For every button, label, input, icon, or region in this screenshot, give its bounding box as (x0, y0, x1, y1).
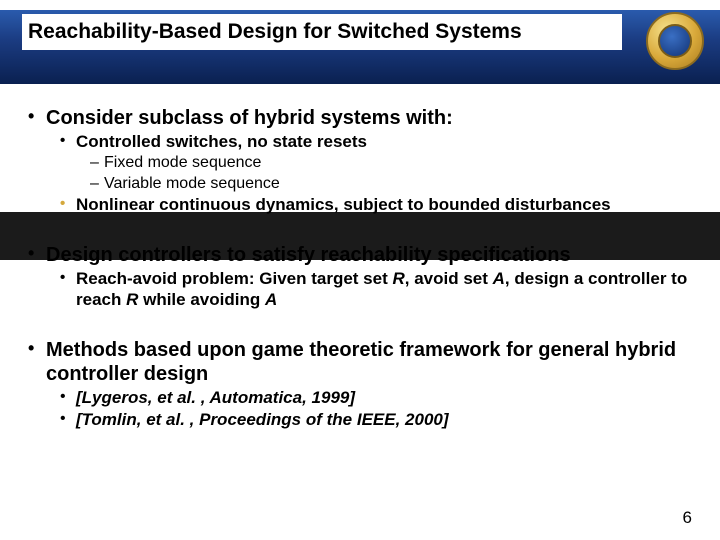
bullet-nonlinear: Nonlinear continuous dynamics, subject t… (28, 195, 696, 215)
bullet-variable-mode: Variable mode sequence (28, 174, 696, 193)
var-A: A (493, 269, 505, 288)
bullet-reach-avoid: Reach-avoid problem: Given target set R,… (28, 269, 696, 310)
var-R2: R (126, 290, 138, 309)
slide-title: Reachability-Based Design for Switched S… (28, 20, 614, 44)
seal-inner (658, 24, 692, 58)
bullet-fixed-mode: Fixed mode sequence (28, 153, 696, 172)
txt: , avoid set (405, 269, 493, 288)
var-A2: A (265, 290, 277, 309)
citation-lygeros: [Lygeros, et al. , Automatica, 1999] (28, 388, 696, 408)
bullet-design-controllers: Design controllers to satisfy reachabili… (28, 243, 696, 267)
citation-tomlin: [Tomlin, et al. , Proceedings of the IEE… (28, 410, 696, 430)
txt: Reach-avoid problem: Given target set (76, 269, 392, 288)
bullet-controlled-switches: Controlled switches, no state resets (28, 132, 696, 152)
bullet-consider: Consider subclass of hybrid systems with… (28, 106, 696, 130)
page-number: 6 (683, 508, 692, 528)
university-seal (646, 12, 704, 70)
var-R: R (392, 269, 404, 288)
content-area: Consider subclass of hybrid systems with… (28, 100, 696, 431)
txt: while avoiding (138, 290, 265, 309)
bullet-methods: Methods based upon game theoretic framew… (28, 338, 696, 386)
title-bar: Reachability-Based Design for Switched S… (22, 14, 622, 50)
